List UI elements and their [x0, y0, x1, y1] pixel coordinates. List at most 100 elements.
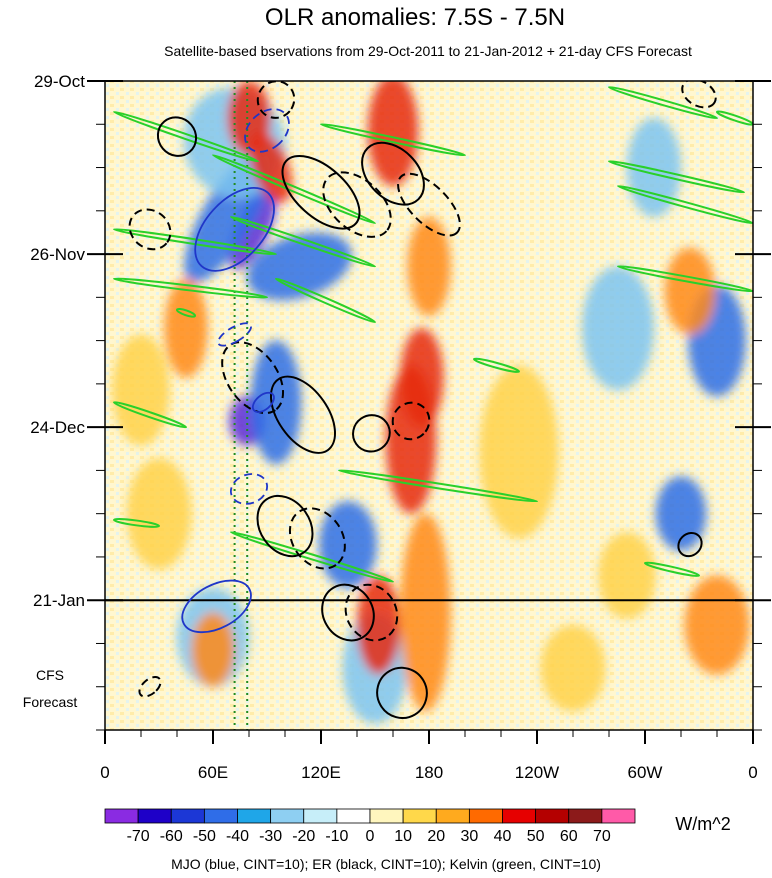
anomaly-blob	[400, 513, 451, 712]
anomaly-blob	[126, 458, 192, 570]
colorbar: -70 -60 -50 -40 -30 -20 -10 0 10 20 30 40 50 60 70	[104, 808, 636, 845]
colorbar-swatch	[535, 808, 570, 824]
colorbar-level-label: -70	[127, 828, 150, 845]
kelvin-contour	[175, 307, 197, 318]
kelvin-contour	[607, 160, 746, 194]
anomaly-blob	[627, 118, 681, 217]
colorbar-level-label: 0	[366, 828, 375, 845]
kelvin-contour	[337, 469, 539, 503]
y-axis: 29-Oct 26-Nov 24-Dec 21-Jan	[30, 72, 771, 731]
colorbar-swatch	[104, 808, 139, 824]
anomaly-blob	[598, 532, 656, 619]
mjo-contour	[229, 473, 269, 505]
y-tick-label: 24-Dec	[30, 418, 85, 437]
colorbar-swatch	[435, 808, 470, 824]
colorbar-swatch	[203, 808, 238, 824]
kelvin-contour	[472, 357, 521, 373]
x-axis: 0 60E 120E 180 120W 60W 0	[100, 730, 758, 782]
anomaly-blob	[582, 266, 654, 391]
colorbar-swatch	[270, 808, 305, 824]
x-tick-label: 120W	[515, 763, 559, 782]
anomaly-blob	[164, 278, 208, 378]
er-contour	[376, 666, 428, 719]
x-tick-label: 0	[748, 763, 757, 782]
colorbar-level-label: -10	[325, 828, 348, 845]
anomaly-blob	[112, 334, 170, 446]
mjo-contour	[181, 579, 252, 634]
colorbar-swatch	[336, 808, 371, 824]
anomaly-blob	[367, 81, 419, 187]
kelvin-contour	[616, 184, 753, 225]
er-contours	[128, 81, 717, 719]
x-tick-label: 60E	[198, 763, 228, 782]
y-tick-label: 21-Jan	[33, 591, 85, 610]
colorbar-level-label: 60	[560, 828, 578, 845]
anomaly-blob	[540, 624, 606, 712]
kelvin-contour	[274, 277, 377, 324]
colorbar-swatch	[468, 808, 503, 824]
colorbar-level-label: -40	[226, 828, 249, 845]
er-contour	[138, 676, 162, 698]
plot-area	[105, 81, 753, 730]
kelvin-contour	[229, 531, 395, 583]
er-contour	[281, 154, 361, 230]
forecast-label-line2: Forecast	[23, 694, 78, 710]
colorbar-unit: W/m^2	[675, 814, 730, 834]
colorbar-level-label: 50	[527, 828, 545, 845]
mjo-contours	[181, 108, 290, 634]
x-tick-label: 180	[415, 763, 443, 782]
colorbar-swatch	[568, 808, 603, 824]
kelvin-contour	[112, 110, 260, 163]
anomaly-blob	[684, 575, 750, 675]
er-contour	[352, 414, 391, 453]
er-contour	[269, 375, 337, 454]
kelvin-contour	[211, 154, 377, 225]
colorbar-level-label: 70	[593, 828, 611, 845]
chart-subtitle: Satellite-based bservations from 29-Oct-…	[164, 43, 692, 59]
colorbar-level-label: 30	[460, 828, 478, 845]
er-contour	[156, 116, 198, 157]
y-tick-label: 29-Oct	[34, 72, 85, 91]
anomaly-blob	[191, 612, 235, 687]
er-contour	[288, 507, 346, 570]
kelvin-contour	[112, 401, 188, 429]
er-contour	[344, 583, 399, 642]
colorbar-swatch	[237, 808, 272, 824]
anomaly-blob	[664, 247, 716, 335]
er-contour	[391, 401, 431, 441]
mjo-contour	[244, 108, 290, 153]
er-contour	[256, 494, 314, 558]
colorbar-swatch	[170, 808, 205, 824]
anomaly-blob	[357, 575, 401, 675]
kelvin-contour	[319, 123, 467, 157]
er-contour	[361, 141, 425, 206]
kelvin-contours	[112, 86, 753, 583]
colorbar-swatch	[601, 808, 636, 824]
anomaly-blob	[249, 132, 292, 203]
anomaly-blob	[407, 216, 451, 316]
anomaly-blob	[400, 328, 444, 428]
colorbar-swatch	[402, 808, 437, 824]
kelvin-contour	[229, 215, 377, 268]
colorbar-level-label: -30	[259, 828, 282, 845]
kelvin-contour	[112, 228, 278, 256]
er-contour	[256, 81, 296, 119]
chart-title: OLR anomalies: 7.5S - 7.5N	[265, 4, 565, 31]
mjo-contour	[251, 391, 275, 413]
er-contour	[321, 583, 375, 642]
anomaly-blob	[229, 189, 277, 270]
er-contour	[128, 208, 172, 251]
er-contour	[397, 172, 461, 237]
colorbar-level-label: -20	[292, 828, 315, 845]
er-contour	[221, 341, 285, 415]
colorbar-level-label: -60	[160, 828, 183, 845]
y-tick-label: 26-Nov	[30, 245, 85, 264]
contour-legend-footnote: MJO (blue, CINT=10); ER (black, CINT=10)…	[171, 856, 601, 872]
colorbar-level-label: 10	[394, 828, 412, 845]
x-tick-label: 120E	[301, 763, 341, 782]
er-contour	[681, 81, 717, 109]
colorbar-level-label: -50	[193, 828, 216, 845]
kelvin-contour	[607, 86, 719, 120]
anomaly-blob	[247, 232, 352, 301]
